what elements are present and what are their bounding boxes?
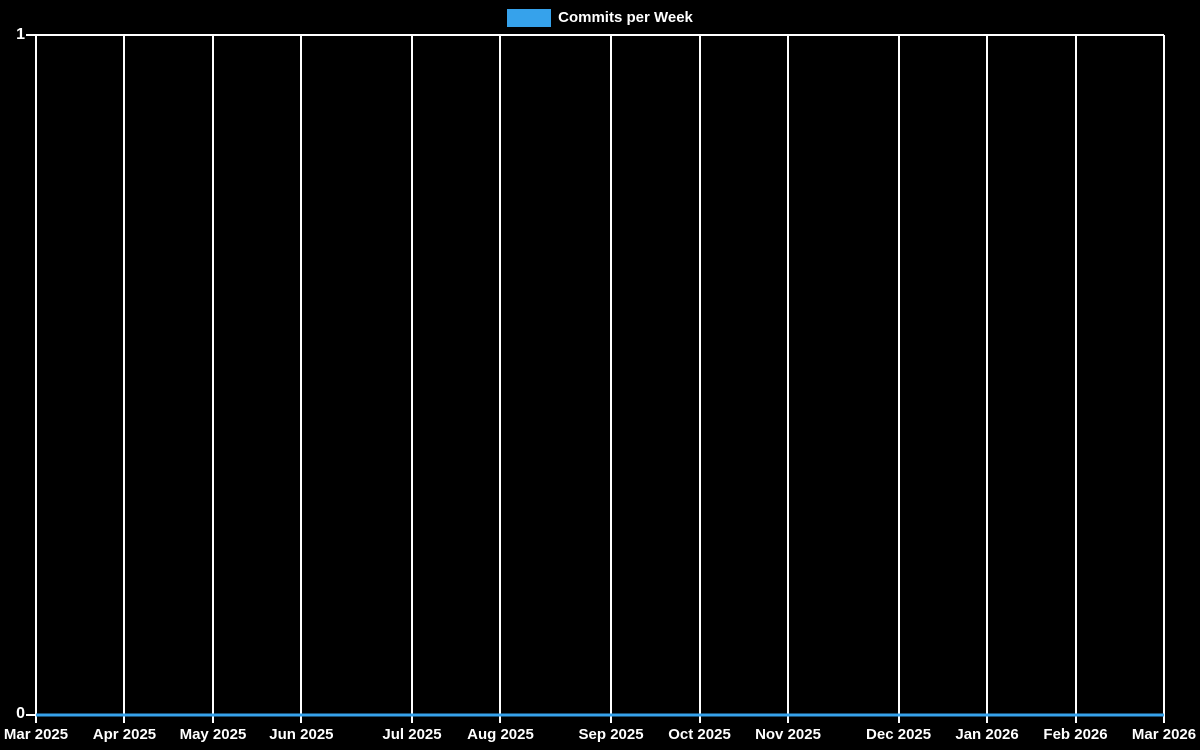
month-gridline-jan-2026 — [986, 35, 989, 723]
commits-series-line — [36, 713, 1164, 717]
y-axis-label-1: 1 — [16, 26, 25, 43]
x-axis-label-may-2025: May 2025 — [179, 726, 247, 743]
month-gridline-dec-2025 — [897, 35, 900, 723]
x-axis-label-nov-2025: Nov 2025 — [755, 726, 821, 743]
ytick-dash-0 — [26, 714, 36, 716]
x-axis-label-feb-2026: Feb 2026 — [1043, 726, 1108, 743]
x-axis-label-aug-2025: Aug 2025 — [467, 726, 534, 743]
ygrid-line-1 — [26, 34, 1164, 36]
month-gridline-feb-2026 — [1074, 35, 1077, 723]
month-gridline-sep-2025 — [610, 35, 613, 723]
month-gridline-aug-2025 — [499, 35, 502, 723]
month-gridline-mar-2025 — [35, 35, 37, 723]
x-axis-label-apr-2025: Apr 2025 — [92, 726, 157, 743]
x-axis-label-sep-2025: Sep 2025 — [578, 726, 644, 743]
month-gridline-may-2025 — [211, 35, 214, 723]
month-gridline-jul-2025 — [411, 35, 413, 723]
month-gridline-mar-2026 — [1163, 35, 1165, 723]
legend-swatch — [507, 9, 552, 27]
x-axis-label-mar-2026: Mar 2026 — [1131, 726, 1197, 743]
x-axis-label-mar-2025: Mar 2025 — [3, 726, 69, 743]
x-axis-label-dec-2025: Dec 2025 — [866, 726, 932, 743]
y-axis-label-0: 0 — [16, 705, 25, 722]
month-gridline-oct-2025 — [698, 35, 701, 723]
x-axis-label-jul-2025: Jul 2025 — [382, 726, 442, 743]
x-axis-label-jun-2025: Jun 2025 — [269, 726, 334, 743]
legend-label: Commits per Week — [558, 9, 693, 26]
month-gridline-nov-2025 — [787, 35, 789, 723]
month-gridline-apr-2025 — [123, 35, 126, 723]
x-axis-label-oct-2025: Oct 2025 — [668, 726, 731, 743]
chart-legend[interactable]: Commits per Week — [0, 7, 1200, 29]
month-gridline-jun-2025 — [300, 35, 303, 723]
x-axis-label-jan-2026: Jan 2026 — [955, 726, 1019, 743]
